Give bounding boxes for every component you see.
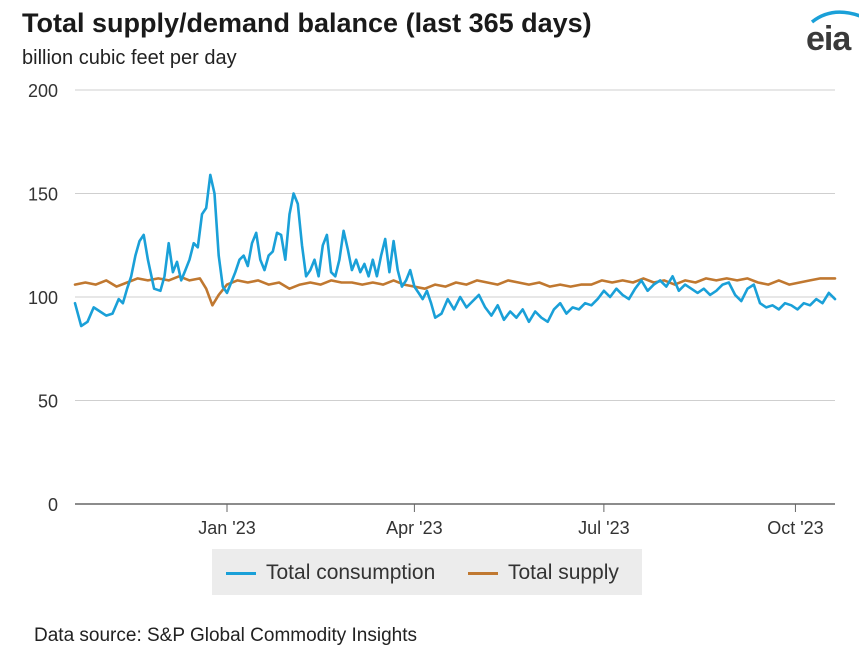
x-tick-label: Apr '23 [386, 518, 442, 538]
data-source: Data source: S&P Global Commodity Insigh… [34, 625, 417, 646]
x-tick-label: Jul '23 [578, 518, 629, 538]
y-tick-label: 200 [28, 81, 58, 101]
x-tick-label: Jan '23 [198, 518, 255, 538]
x-axis: Jan '23 Apr '23 Jul '23 Oct '23 [198, 504, 824, 538]
legend-item-consumption[interactable]: Total consumption [226, 561, 435, 585]
y-tick-label: 0 [48, 495, 58, 515]
chart-lines [73, 173, 837, 328]
y-tick-label: 100 [28, 288, 58, 308]
line-chart: 0 50 100 150 200 Jan '23 Apr '23 Jul '23 Oct '2… [28, 81, 837, 538]
chart-title: Total supply/demand balance (last 365 da… [22, 8, 592, 38]
eia-logo-arc-icon [810, 10, 859, 24]
chart-legend: Total consumption Total supply [212, 549, 642, 595]
legend-swatch-supply [468, 571, 498, 575]
y-axis: 0 50 100 150 200 [28, 81, 58, 515]
legend-label-supply: Total supply [508, 561, 619, 584]
legend-item-supply[interactable]: Total supply [468, 561, 619, 585]
chart-subtitle: billion cubic feet per day [22, 47, 237, 69]
eia-logo-text: eia [806, 20, 851, 58]
legend-label-consumption: Total consumption [266, 561, 436, 584]
supply-line [73, 275, 837, 307]
x-tick-label: Oct '23 [767, 518, 823, 538]
legend-swatch-consumption [226, 571, 256, 575]
chart-grid [75, 89, 835, 505]
eia-logo: eia [806, 8, 859, 58]
y-tick-label: 50 [38, 392, 58, 412]
y-tick-label: 150 [28, 185, 58, 205]
consumption-line [73, 173, 837, 328]
